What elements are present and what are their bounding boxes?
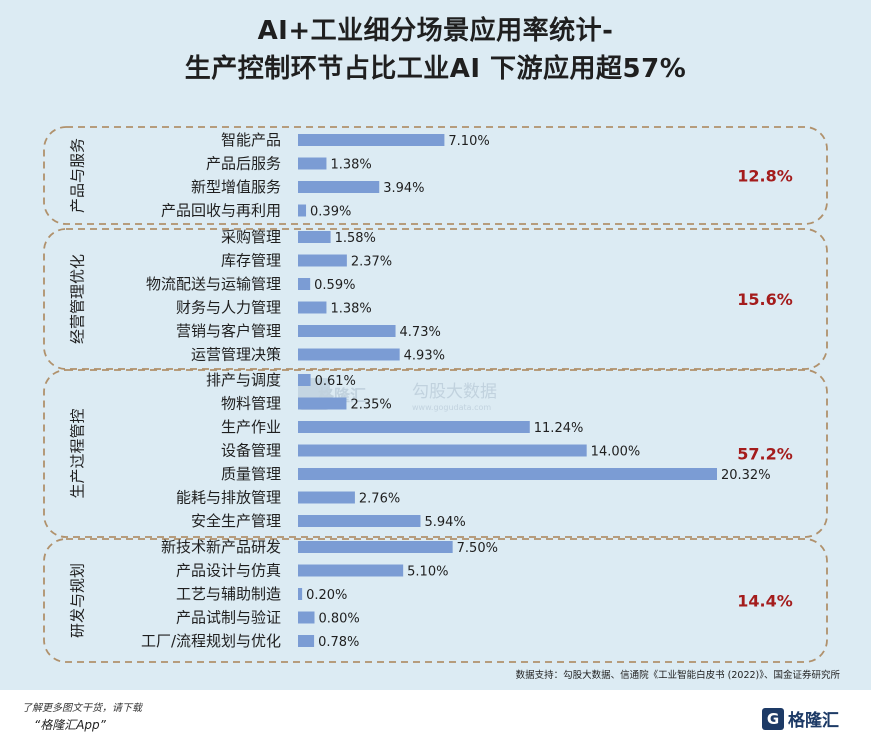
bar [298, 468, 717, 480]
bar [298, 541, 453, 553]
group-total-label: 12.8% [737, 167, 793, 186]
value-label: 14.00% [591, 445, 641, 460]
value-label: 7.50% [457, 541, 498, 556]
bar [298, 134, 445, 146]
category-label: 运营管理决策 [191, 346, 281, 364]
group-total-label: 15.6% [737, 290, 793, 309]
footer-download-hint: 了解更多图文干货，请下载 [22, 703, 142, 714]
bar [298, 157, 327, 170]
footer-brand: G 格隆汇 [762, 706, 839, 731]
category-label: 产品设计与仿真 [176, 562, 281, 580]
value-label: 1.38% [330, 158, 371, 173]
bar [298, 397, 347, 410]
footer-app-name: “格隆汇App” [34, 718, 106, 732]
category-label: 营销与客户管理 [176, 322, 281, 340]
value-label: 0.80% [318, 612, 359, 627]
value-label: 5.10% [407, 565, 448, 580]
value-label: 5.94% [424, 515, 465, 530]
bar [298, 374, 311, 386]
category-label: 新技术新产品研发 [161, 538, 281, 556]
value-label: 4.73% [400, 325, 441, 340]
group-label: 生产过程管控 [69, 408, 87, 498]
bar [298, 491, 355, 504]
bar [298, 635, 315, 647]
group-label: 研发与规划 [69, 563, 87, 638]
bar [298, 231, 331, 243]
value-label: 2.35% [350, 398, 391, 413]
bar [298, 278, 311, 290]
footer-bar [0, 690, 871, 746]
value-label: 0.39% [310, 205, 351, 220]
category-label: 排产与调度 [206, 371, 281, 389]
bar [298, 564, 404, 577]
value-label: 11.24% [534, 421, 584, 436]
watermark-name: 勾股大数据 [412, 382, 497, 402]
category-label: 智能产品 [221, 131, 281, 149]
category-label: 采购管理 [221, 228, 281, 246]
category-label: 安全生产管理 [191, 512, 281, 530]
bar [298, 301, 327, 314]
value-label: 0.59% [314, 278, 355, 293]
group-total-label: 57.2% [737, 445, 793, 464]
group-box [43, 228, 828, 370]
value-label: 4.93% [404, 349, 445, 364]
bar [298, 421, 530, 433]
category-label: 产品回收与再利用 [161, 202, 281, 220]
bar [298, 588, 303, 600]
category-label: 新型增值服务 [191, 178, 281, 196]
category-label: 生产作业 [221, 418, 281, 436]
group-box [43, 369, 828, 538]
category-label: 库存管理 [221, 252, 281, 270]
chart-title-line-1: AI+工业细分场景应用率统计- [257, 16, 614, 46]
bar [298, 444, 587, 457]
value-label: 20.32% [721, 468, 771, 483]
value-label: 2.76% [359, 492, 400, 507]
value-label: 0.61% [315, 374, 356, 389]
category-label: 工艺与辅助制造 [176, 585, 281, 603]
bar [298, 348, 400, 361]
category-label: 质量管理 [221, 465, 281, 483]
bar [298, 181, 380, 193]
watermark-url: www.gogudata.com [412, 403, 491, 412]
bar [298, 325, 396, 337]
category-label: 工厂/流程规划与优化 [141, 632, 281, 650]
bar [298, 515, 421, 527]
brand-logo-icon: G [762, 707, 784, 730]
value-label: 0.20% [306, 588, 347, 603]
brand-name: 格隆汇 [788, 711, 839, 731]
group-label: 产品与服务 [69, 138, 87, 213]
category-label: 物料管理 [221, 395, 281, 413]
value-label: 1.58% [335, 231, 376, 246]
category-label: 能耗与排放管理 [176, 489, 281, 507]
category-label: 产品试制与验证 [176, 609, 281, 627]
group-box [43, 126, 828, 225]
value-label: 0.78% [318, 635, 359, 650]
value-label: 2.37% [351, 255, 392, 270]
value-label: 7.10% [448, 134, 489, 149]
data-source-note: 数据支持：勾股大数据、信通院《工业智能白皮书 (2022)》、国金证券研究所 [515, 670, 840, 681]
category-label: 设备管理 [221, 442, 281, 460]
group-label: 经营管理优化 [69, 254, 87, 344]
value-label: 3.94% [383, 181, 424, 196]
category-label: 物流配送与运输管理 [146, 275, 281, 293]
chart-title-line-2: 生产控制环节占比工业AI 下游应用超57% [184, 54, 687, 84]
value-label: 1.38% [330, 302, 371, 317]
bar [298, 254, 347, 267]
category-label: 财务与人力管理 [176, 299, 281, 317]
bar [298, 611, 315, 624]
bar [298, 204, 307, 217]
category-label: 产品后服务 [206, 155, 281, 173]
group-total-label: 14.4% [737, 592, 793, 611]
